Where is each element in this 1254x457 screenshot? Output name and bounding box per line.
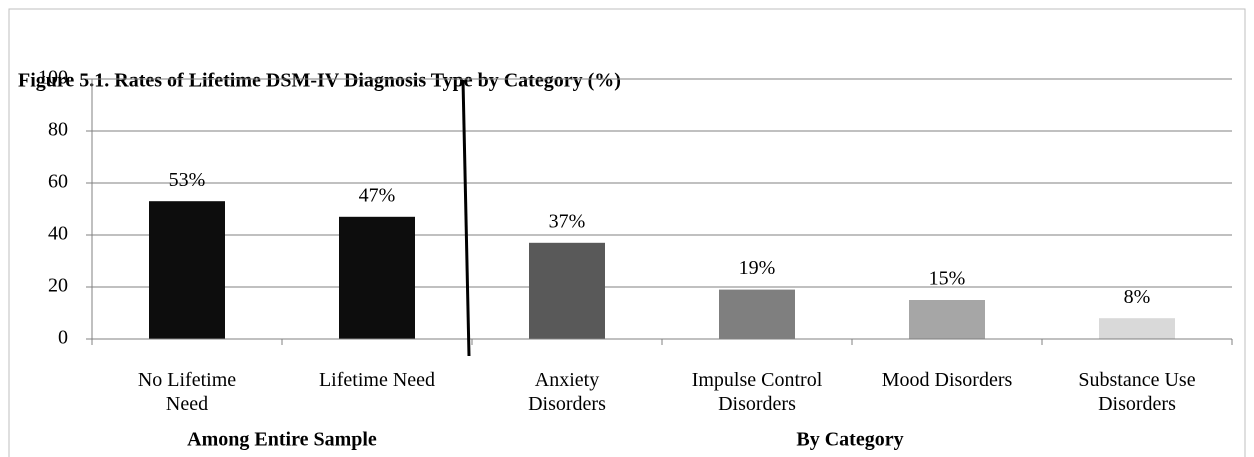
y-tick-label: 0 [58,327,68,349]
x-tick-label: Impulse Control Disorders [691,369,823,415]
y-tick-label: 40 [48,223,68,245]
value-label: 47% [359,184,396,206]
chart-frame [8,8,1246,457]
x-tick-label: Substance Use Disorders [1078,369,1196,415]
x-tick-label: Anxiety Disorders [528,369,606,415]
y-tick-label: 20 [48,275,68,297]
y-tick-label: 60 [48,171,68,193]
divider [461,79,471,357]
group-label: By Category [796,429,903,451]
y-tick-label: 80 [48,119,68,141]
value-label: 15% [929,268,966,290]
x-tick-label: Lifetime Need [318,369,436,391]
group-label: Among Entire Sample [187,429,377,451]
bar [719,289,795,339]
value-label: 19% [739,257,776,279]
bar [1099,318,1175,339]
bar [339,216,415,339]
bar [909,300,985,339]
bar [149,201,225,339]
value-label: 8% [1124,286,1151,308]
value-label: 37% [549,210,586,232]
y-tick-label: 100 [38,67,68,89]
chart-title: Figure 5.1. Rates of Lifetime DSM-IV Dia… [18,70,621,92]
x-tick-label: No Lifetime Need [137,369,237,415]
x-tick-label: Mood Disorders [881,369,1013,391]
value-label: 53% [169,169,206,191]
bar [529,242,605,339]
